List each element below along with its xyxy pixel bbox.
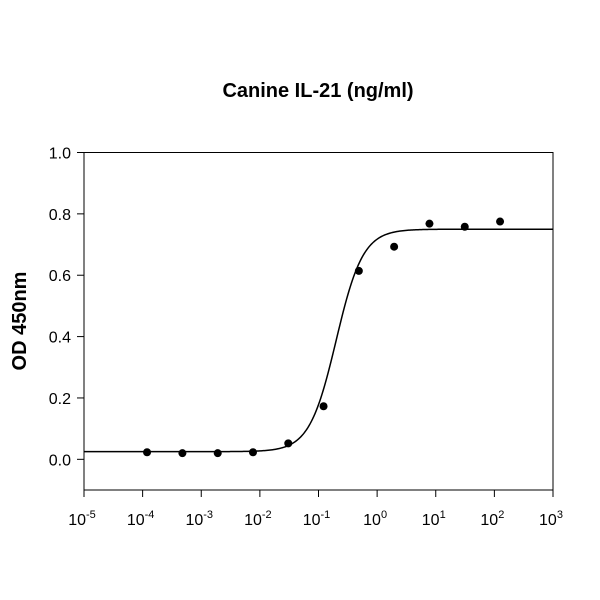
fit-curve [84,228,553,453]
data-point [354,266,363,275]
plot-area: 0.00.20.40.60.81.0 10-5 10-4 10-3 10-2 10-1 1… [49,146,563,530]
data-point [213,449,222,458]
x-tick-label: 101 [422,509,446,529]
data-point [390,242,399,251]
data-point [319,402,328,411]
data-point [178,449,187,458]
data-point [248,448,257,457]
x-tick-label: 10-1 [303,509,331,529]
data-point [460,222,469,231]
data-points [143,217,505,458]
x-tick-label: 100 [363,509,387,529]
y-tick-label: 1.0 [49,146,71,163]
y-axis-ticks: 0.0 0.2 0.4 0.6 0.8 1.0 [49,146,84,469]
x-tick-label: 10-3 [185,509,213,529]
data-point [143,448,152,457]
x-axis-ticks: 10-5 10-4 10-3 10-2 10-1 100 101 102 103 [68,490,563,529]
x-tick-label: 10-2 [244,509,272,529]
data-point [496,217,505,226]
x-tick-label: 102 [480,509,504,529]
y-tick-label: 0.0 [49,452,71,469]
y-tick-label: 0.6 [49,268,71,285]
x-tick-label: 103 [539,509,563,529]
data-point [425,219,434,228]
x-tick-label: 10-4 [127,509,155,529]
chart-title: Canine IL-21 (ng/ml) [222,80,413,102]
y-tick-label: 0.2 [49,391,71,408]
y-axis-label: OD 450nm [9,272,31,371]
x-tick-label: 10-5 [68,509,96,529]
data-point [284,439,293,448]
y-tick-label: 0.8 [49,207,71,224]
plot-frame [83,152,554,491]
y-tick-label: 0.4 [49,330,71,347]
